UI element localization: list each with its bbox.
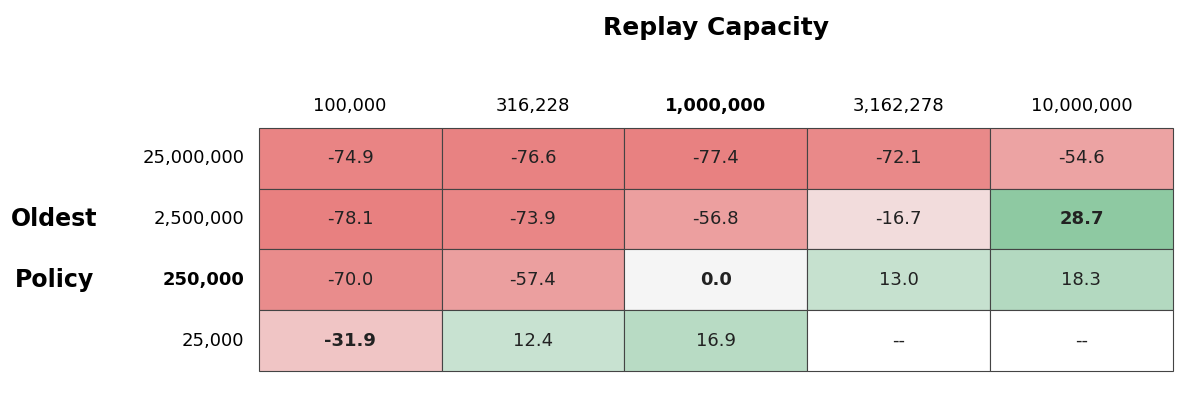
Text: Policy: Policy bbox=[14, 268, 94, 292]
Bar bbox=[807, 128, 990, 188]
Text: -72.1: -72.1 bbox=[876, 149, 921, 167]
Text: 0.0: 0.0 bbox=[700, 271, 731, 289]
Bar bbox=[624, 128, 807, 188]
Text: -76.6: -76.6 bbox=[510, 149, 556, 167]
Bar bbox=[442, 310, 624, 371]
Text: 28.7: 28.7 bbox=[1060, 210, 1103, 228]
Bar bbox=[259, 249, 442, 310]
Bar bbox=[990, 249, 1173, 310]
Text: Oldest: Oldest bbox=[11, 207, 97, 231]
Bar bbox=[807, 188, 990, 249]
Bar bbox=[990, 310, 1173, 371]
Text: 2,500,000: 2,500,000 bbox=[154, 210, 244, 228]
Text: -54.6: -54.6 bbox=[1059, 149, 1104, 167]
Text: -70.0: -70.0 bbox=[327, 271, 373, 289]
Bar bbox=[259, 188, 442, 249]
Bar bbox=[259, 128, 442, 188]
Text: 316,228: 316,228 bbox=[496, 97, 570, 115]
Text: 250,000: 250,000 bbox=[162, 271, 244, 289]
Text: 25,000,000: 25,000,000 bbox=[142, 149, 244, 167]
Bar bbox=[624, 310, 807, 371]
Bar bbox=[807, 310, 990, 371]
Text: -57.4: -57.4 bbox=[510, 271, 556, 289]
Bar bbox=[990, 188, 1173, 249]
Bar bbox=[259, 310, 442, 371]
Bar bbox=[442, 188, 624, 249]
Text: --: -- bbox=[893, 332, 905, 350]
Text: 16.9: 16.9 bbox=[695, 332, 736, 350]
Text: 13.0: 13.0 bbox=[878, 271, 919, 289]
Bar bbox=[624, 188, 807, 249]
Text: -78.1: -78.1 bbox=[327, 210, 373, 228]
Text: --: -- bbox=[1075, 332, 1088, 350]
Bar bbox=[442, 249, 624, 310]
Bar bbox=[990, 128, 1173, 188]
Text: -56.8: -56.8 bbox=[693, 210, 739, 228]
Text: -77.4: -77.4 bbox=[693, 149, 739, 167]
Text: 25,000: 25,000 bbox=[182, 332, 244, 350]
Text: 18.3: 18.3 bbox=[1061, 271, 1102, 289]
Text: 10,000,000: 10,000,000 bbox=[1031, 97, 1132, 115]
Text: 1,000,000: 1,000,000 bbox=[665, 97, 766, 115]
Text: Replay Capacity: Replay Capacity bbox=[603, 16, 829, 40]
Bar bbox=[624, 249, 807, 310]
Text: 100,000: 100,000 bbox=[314, 97, 386, 115]
Text: -74.9: -74.9 bbox=[327, 149, 373, 167]
Text: 12.4: 12.4 bbox=[512, 332, 553, 350]
Text: -31.9: -31.9 bbox=[324, 332, 377, 350]
Text: -16.7: -16.7 bbox=[876, 210, 921, 228]
Bar bbox=[807, 249, 990, 310]
Bar bbox=[442, 128, 624, 188]
Text: 3,162,278: 3,162,278 bbox=[853, 97, 944, 115]
Text: -73.9: -73.9 bbox=[510, 210, 556, 228]
